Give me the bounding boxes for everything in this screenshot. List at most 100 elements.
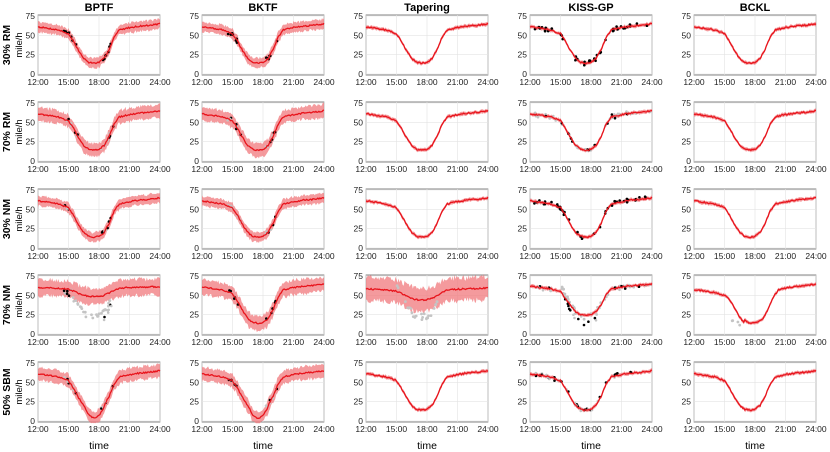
panel-r1-c1: 0 25 50 75 12:00 15:00 18:00 21:00 24:00	[190, 98, 335, 174]
missing-point	[80, 307, 84, 310]
x-tick-label: 21:00	[775, 77, 797, 87]
missing-point	[107, 304, 110, 308]
data-point	[610, 113, 614, 116]
data-point	[548, 117, 551, 120]
mean-line	[201, 109, 325, 152]
data-point	[618, 288, 621, 292]
panel-r3-c2: 0 25 50 75 12:00 15:00 18:00 21:00 24:00	[354, 271, 499, 347]
x-tick-label: 24:00	[313, 337, 335, 347]
y-tick-label: 75	[354, 11, 364, 21]
y-tick-label: 25	[190, 137, 200, 147]
x-axis-label: time	[253, 440, 273, 452]
data-point	[625, 110, 628, 113]
panel-r0-c0: 0 25 50 75 12:00 15:00 18:00 21:00 24:00	[26, 11, 171, 87]
y-tick-label: 25	[518, 224, 528, 234]
missing-point	[406, 306, 410, 310]
x-tick-label: 18:00	[88, 164, 110, 174]
x-tick-label: 12:00	[27, 164, 49, 174]
data-point	[550, 27, 554, 30]
missing-point	[102, 308, 106, 312]
x-tick-label: 12:00	[519, 424, 541, 434]
x-tick-label: 18:00	[580, 337, 602, 347]
panel-r0-c4: 0 25 50 75 12:00 15:00 18:00 21:00 24:00	[682, 11, 827, 87]
y-tick-label: 50	[354, 117, 364, 127]
data-point	[72, 300, 75, 303]
x-tick-label: 15:00	[58, 424, 80, 434]
missing-point	[422, 312, 426, 316]
x-tick-label: 21:00	[119, 164, 141, 174]
mean-line	[365, 286, 489, 302]
x-tick-label: 21:00	[775, 251, 797, 261]
y-tick-label: 50	[190, 204, 200, 214]
y-tick-label: 75	[682, 185, 692, 195]
x-tick-label: 15:00	[58, 164, 80, 174]
x-tick-label: 12:00	[355, 164, 377, 174]
x-tick-label: 12:00	[519, 164, 541, 174]
y-tick-label: 25	[354, 137, 364, 147]
panel-r3-c3: 0 25 50 75 12:00 15:00 18:00 21:00 24:00	[518, 271, 663, 347]
x-tick-label: 24:00	[313, 77, 335, 87]
mean-line	[693, 196, 817, 239]
confidence-band	[202, 276, 324, 333]
x-tick-label: 24:00	[641, 424, 663, 434]
x-tick-label: 15:00	[386, 337, 408, 347]
x-tick-label: 18:00	[252, 424, 274, 434]
missing-point	[90, 313, 93, 317]
mean-line	[365, 369, 489, 412]
y-tick-label: 75	[26, 98, 36, 108]
y-tick-label: 25	[682, 50, 692, 60]
data-point	[573, 316, 576, 320]
missing-point	[404, 300, 407, 303]
y-tick-label: 75	[190, 185, 200, 195]
x-tick-label: 18:00	[744, 164, 766, 174]
y-tick-label: 50	[26, 117, 36, 127]
confidence-band	[38, 103, 160, 158]
data-point	[582, 323, 586, 327]
missing-point	[76, 302, 80, 305]
x-tick-label: 24:00	[641, 251, 663, 261]
x-tick-label: 12:00	[683, 251, 705, 261]
data-point	[67, 117, 70, 121]
missing-point	[738, 323, 742, 327]
x-tick-label: 24:00	[805, 251, 827, 261]
x-tick-label: 15:00	[386, 164, 408, 174]
method-titles: BPTF BKTF Tapering KISS-GP BCKL	[85, 2, 771, 14]
data-point	[625, 201, 629, 204]
mean-line	[693, 109, 817, 152]
panel-r2-c1: 0 25 50 75 12:00 15:00 18:00 21:00 24:00	[190, 185, 335, 261]
x-tick-label: 18:00	[416, 164, 438, 174]
y-tick-label: 25	[190, 224, 200, 234]
x-tick-label: 18:00	[416, 251, 438, 261]
y-tick-label: 50	[682, 290, 692, 300]
data-point	[63, 291, 67, 295]
data-point	[577, 317, 580, 321]
data-point	[594, 59, 597, 63]
method-title-bptf: BPTF	[85, 2, 114, 14]
panel-r1-c3: 0 25 50 75 12:00 15:00 18:00 21:00 24:00	[518, 98, 663, 174]
y-tick-label: 50	[518, 204, 528, 214]
x-tick-label: 24:00	[477, 337, 499, 347]
data-point	[226, 119, 229, 122]
y-tick-label: 25	[26, 224, 36, 234]
mean-line	[201, 196, 325, 239]
missing-point	[736, 320, 740, 324]
y-tick-label: 25	[354, 310, 364, 320]
x-tick-label: 21:00	[775, 337, 797, 347]
y-tick-label: 50	[26, 290, 36, 300]
data-point	[623, 287, 627, 290]
x-tick-label: 15:00	[222, 77, 244, 87]
panel-r3-c4: 0 25 50 75 12:00 15:00 18:00 21:00 24:00	[682, 271, 827, 347]
x-tick-label: 12:00	[355, 424, 377, 434]
y-tick-label: 0	[30, 243, 35, 253]
y-tick-label: 25	[518, 397, 528, 407]
x-axis-label: time	[745, 440, 765, 452]
y-axis-label: mile/h	[14, 379, 25, 404]
x-axis-label: time	[581, 440, 601, 452]
y-tick-label: 0	[686, 156, 691, 166]
missing-point	[409, 307, 413, 310]
data-point	[103, 315, 106, 319]
missing-point	[420, 312, 423, 316]
x-tick-label: 12:00	[519, 77, 541, 87]
x-tick-label: 21:00	[119, 424, 141, 434]
y-tick-label: 0	[358, 243, 363, 253]
